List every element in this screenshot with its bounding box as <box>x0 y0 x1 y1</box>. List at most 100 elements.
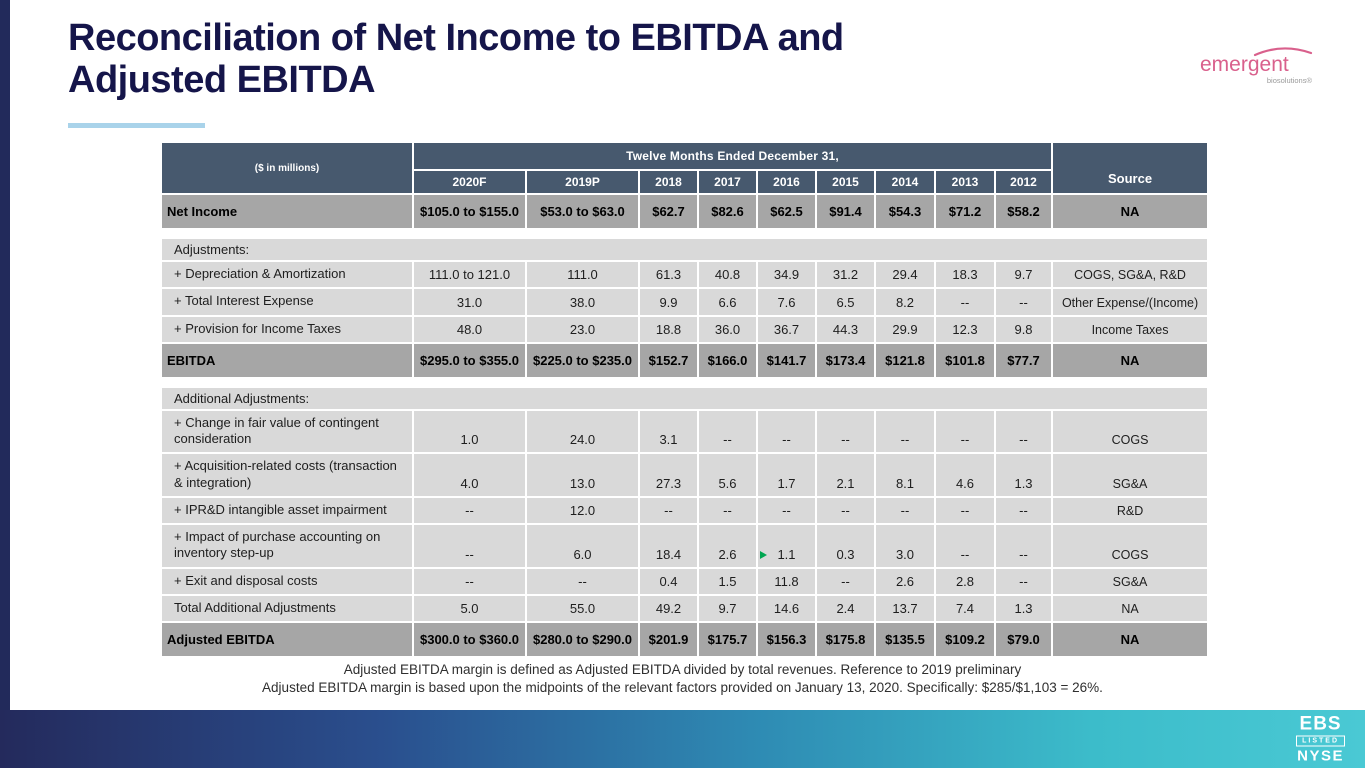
year-header: 2019P <box>525 169 640 195</box>
value-cell: $62.5 <box>756 193 817 230</box>
row-label: + Provision for Income Taxes <box>160 314 414 344</box>
value-cell: 9.7 <box>993 259 1054 290</box>
row-label: + Impact of purchase accounting on inven… <box>160 523 414 569</box>
source-cell: NA <box>1051 341 1210 379</box>
value-cell: -- <box>412 566 527 596</box>
value-cell: -- <box>525 566 640 596</box>
value-cell: 6.0 <box>525 523 640 569</box>
value-cell: 23.0 <box>525 314 640 344</box>
value-cell: 1.0 <box>412 408 527 455</box>
value-cell: $109.2 <box>934 621 996 658</box>
value-cell: $201.9 <box>638 621 699 658</box>
value-cell: $135.5 <box>874 621 936 658</box>
title-accent-underline <box>68 123 205 128</box>
value-cell: -- <box>993 287 1054 317</box>
row-label: Total Additional Adjustments <box>160 593 414 624</box>
source-cell: SG&A <box>1051 566 1210 596</box>
value-cell: 61.3 <box>638 259 699 290</box>
value-cell: 36.7 <box>756 314 817 344</box>
table-row: Total Additional Adjustments 5.0 55.0 49.2 9… <box>160 593 1210 624</box>
value-cell: -- <box>815 408 876 455</box>
value-cell: $82.6 <box>697 193 758 230</box>
value-cell: -- <box>874 495 936 526</box>
value-cell: -- <box>934 287 996 317</box>
value-cell: -- <box>874 408 936 455</box>
value-cell: $91.4 <box>815 193 876 230</box>
value-cell: -- <box>993 408 1054 455</box>
ticker-label: EBS <box>1299 713 1342 735</box>
value-cell: -- <box>756 495 817 526</box>
value-cell: $300.0 to $360.0 <box>412 621 527 658</box>
value-cell: 29.4 <box>874 259 936 290</box>
value-cell: 9.8 <box>993 314 1054 344</box>
listed-label: LISTED <box>1296 735 1345 747</box>
value-cell: 111.0 to 121.0 <box>412 259 527 290</box>
source-cell: COGS, SG&A, R&D <box>1051 259 1210 290</box>
value-cell: 1.7 <box>756 452 817 498</box>
value-cell: $295.0 to $355.0 <box>412 341 527 379</box>
value-cell: 0.3 <box>815 523 876 569</box>
table-row: Additional Adjustments: <box>159 385 1210 411</box>
value-cell: 31.2 <box>815 259 876 290</box>
footnote-line-1: Adjusted EBITDA margin is defined as Adj… <box>343 662 1022 677</box>
source-cell: NA <box>1051 193 1210 230</box>
value-cell: $280.0 to $290.0 <box>525 621 640 658</box>
emergent-logo: emergent biosolutions® <box>1198 42 1318 88</box>
units-header: ($ in millions) <box>160 141 414 195</box>
value-cell: $105.0 to $155.0 <box>412 193 527 230</box>
value-cell: $141.7 <box>756 341 817 379</box>
value-cell: -- <box>412 523 527 569</box>
value-cell: 111.0 <box>525 259 640 290</box>
table-row: + Total Interest Expense 31.0 38.0 9.9 6.6 7.… <box>160 287 1210 317</box>
value-cell: 24.0 <box>525 408 640 455</box>
exchange-label: NYSE <box>1297 747 1344 765</box>
value-cell: $54.3 <box>874 193 936 230</box>
value-cell: 3.1 <box>638 408 699 455</box>
table-header: ($ in millions) Twelve Months Ended Dece… <box>160 141 1210 195</box>
value-cell: 8.1 <box>874 452 936 498</box>
row-label: + Depreciation & Amortization <box>160 259 414 290</box>
logo-arc-icon <box>1253 47 1313 57</box>
value-cell: -- <box>993 495 1054 526</box>
value-cell: 7.6 <box>756 287 817 317</box>
value-cell: $175.8 <box>815 621 876 658</box>
value-cell: $77.7 <box>993 341 1054 379</box>
row-label: + Acquisition-related costs (transaction… <box>160 452 414 498</box>
value-cell: 8.2 <box>874 287 936 317</box>
title-line-2: Adjusted EBITDA <box>68 58 376 101</box>
value-cell: 7.4 <box>934 593 996 624</box>
value-cell: 2.6 <box>874 566 936 596</box>
value-cell: 9.7 <box>697 593 758 624</box>
value-cell: 2.1 <box>815 452 876 498</box>
footnote: Adjusted EBITDA margin is defined as Adj… <box>0 661 1365 697</box>
value-cell: 1.3 <box>993 452 1054 498</box>
value-cell: $62.7 <box>638 193 699 230</box>
value-cell: 55.0 <box>525 593 640 624</box>
source-cell: Income Taxes <box>1051 314 1210 344</box>
value-cell: 6.6 <box>697 287 758 317</box>
value-cell: -- <box>697 408 758 455</box>
table-row: + Provision for Income Taxes 48.0 23.0 18.8… <box>160 314 1210 344</box>
value-cell: $156.3 <box>756 621 817 658</box>
value-cell: 0.4 <box>638 566 699 596</box>
value-cell: 6.5 <box>815 287 876 317</box>
row-label: + Exit and disposal costs <box>160 566 414 596</box>
year-header: 2012 <box>993 169 1054 195</box>
value-cell: 1.1 <box>756 523 817 569</box>
value-cell: $121.8 <box>874 341 936 379</box>
value-cell: 18.8 <box>638 314 699 344</box>
row-label: + Change in fair value of contingent con… <box>160 408 414 455</box>
value-cell: -- <box>815 495 876 526</box>
value-cell: 27.3 <box>638 452 699 498</box>
value-cell: 18.4 <box>638 523 699 569</box>
reconciliation-table: ($ in millions) Twelve Months Ended Dece… <box>159 141 1210 658</box>
value-cell: $58.2 <box>993 193 1054 230</box>
year-header: 2014 <box>874 169 936 195</box>
year-header: 2020F <box>412 169 527 195</box>
source-cell: COGS <box>1051 523 1210 569</box>
table-row: Adjustments: <box>159 237 1210 262</box>
value-cell: -- <box>756 408 817 455</box>
year-header: 2013 <box>934 169 996 195</box>
value-cell: $173.4 <box>815 341 876 379</box>
